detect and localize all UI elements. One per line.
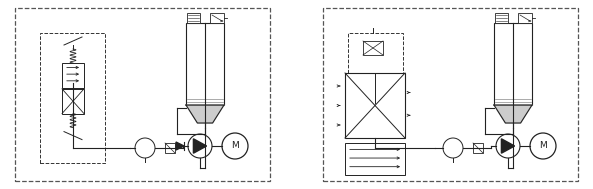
Bar	[40, 33, 105, 163]
Text: M: M	[231, 142, 239, 150]
Circle shape	[443, 138, 463, 158]
Circle shape	[530, 133, 556, 159]
Bar	[165, 143, 175, 153]
Bar	[345, 73, 405, 138]
Bar	[187, 13, 200, 23]
Polygon shape	[176, 142, 184, 150]
Bar	[210, 13, 224, 23]
Bar	[473, 143, 483, 153]
Bar	[186, 23, 224, 105]
Circle shape	[188, 134, 212, 158]
Bar	[15, 8, 270, 181]
Bar	[62, 63, 84, 88]
Polygon shape	[193, 139, 206, 153]
Bar	[363, 41, 383, 55]
Polygon shape	[186, 105, 224, 123]
Polygon shape	[502, 139, 515, 153]
Circle shape	[135, 138, 155, 158]
Polygon shape	[494, 105, 532, 123]
Circle shape	[222, 133, 248, 159]
Bar	[62, 89, 84, 114]
Bar	[495, 13, 508, 23]
Bar	[494, 23, 532, 105]
Text: M: M	[539, 142, 547, 150]
Circle shape	[496, 134, 520, 158]
Bar	[323, 8, 578, 181]
Bar	[345, 143, 405, 175]
Bar	[348, 33, 403, 103]
Bar	[518, 13, 532, 23]
